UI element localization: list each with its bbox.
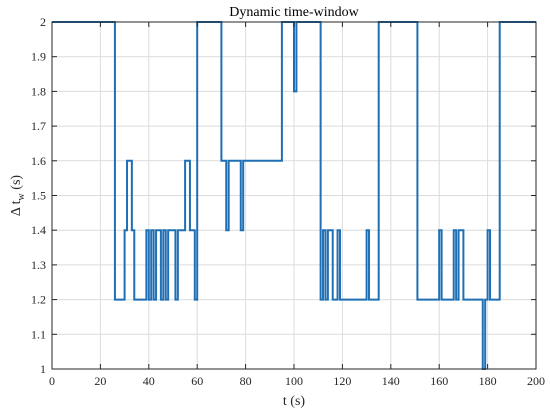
x-tick-label: 120	[333, 374, 351, 388]
x-tick-label: 20	[94, 374, 106, 388]
x-tick-label: 80	[240, 374, 252, 388]
y-tick-label: 2	[40, 15, 46, 29]
y-tick-label: 1.2	[31, 293, 46, 307]
y-axis-label-main: Δ t	[9, 200, 24, 216]
x-tick-label: 100	[285, 374, 303, 388]
y-tick-label: 1	[40, 362, 46, 376]
y-tick-labels: 1 1.1 1.2 1.3 1.4 1.5 1.6 1.7 1.8 1.9 2	[31, 15, 46, 376]
x-tick-label: 60	[191, 374, 203, 388]
x-tick-label: 180	[479, 374, 497, 388]
ticks	[51, 21, 537, 370]
y-tick-label: 1.9	[31, 50, 46, 64]
y-tick-label: 1.3	[31, 258, 46, 272]
y-axis-label: Δ tw (s)	[9, 175, 27, 216]
x-tick-label: 40	[143, 374, 155, 388]
y-tick-label: 1.5	[31, 189, 46, 203]
y-axis-label-subscript: w	[16, 192, 27, 200]
series-line	[52, 21, 536, 370]
x-tick-label: 140	[382, 374, 400, 388]
x-tick-label: 0	[49, 374, 55, 388]
y-tick-label: 1.4	[31, 223, 46, 237]
y-tick-label: 1.6	[31, 154, 46, 168]
x-axis-label: t (s)	[283, 394, 306, 409]
x-tick-label: 160	[430, 374, 448, 388]
y-tick-label: 1.1	[31, 327, 46, 341]
chart-title: Dynamic time-window	[229, 5, 359, 20]
y-axis-label-unit: (s)	[9, 175, 24, 194]
x-tick-labels: 0 20 40 60 80 100 120 140 160 180 200	[49, 374, 545, 388]
y-tick-label: 1.8	[31, 84, 46, 98]
x-tick-label: 200	[527, 374, 545, 388]
y-tick-label: 1.7	[31, 119, 46, 133]
